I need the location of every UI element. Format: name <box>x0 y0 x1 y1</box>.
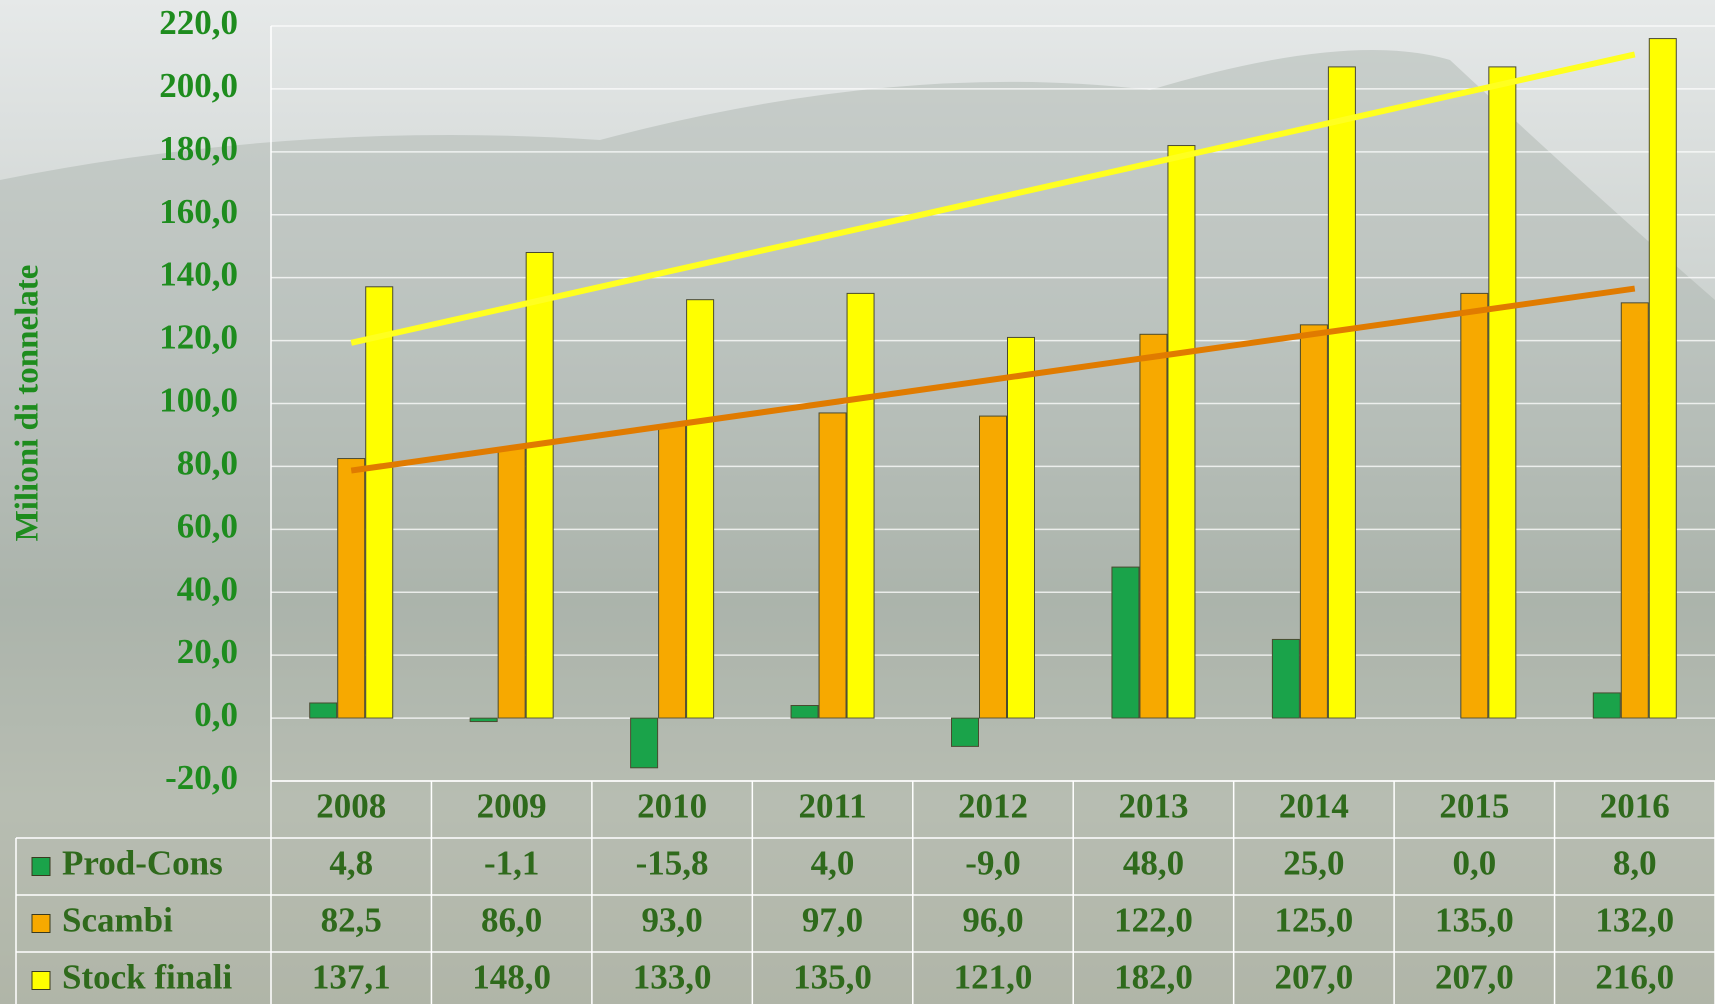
bar <box>1621 303 1648 718</box>
page: Milioni di tonnelate -20,0 0,0 20,0 40,0 60,… <box>0 0 1715 1004</box>
table-value: 182,0 <box>1114 958 1193 997</box>
bar <box>470 718 497 721</box>
table-value: 133,0 <box>633 958 712 997</box>
table-value: 135,0 <box>1435 901 1514 940</box>
bar <box>1461 293 1488 718</box>
y-tick-label: 80,0 <box>177 443 238 482</box>
legend-label: Stock finali <box>62 958 232 997</box>
y-tick-label: 220,0 <box>159 3 238 42</box>
y-tick-label: 160,0 <box>159 192 238 231</box>
bar <box>310 703 337 718</box>
table-value: 216,0 <box>1595 958 1674 997</box>
table-value: 8,0 <box>1613 844 1657 883</box>
y-tick-label: 180,0 <box>159 129 238 168</box>
table-value: 0,0 <box>1452 844 1496 883</box>
table-value: 132,0 <box>1595 901 1674 940</box>
legend-swatch <box>32 972 50 990</box>
table-value: -1,1 <box>484 844 539 883</box>
x-tick-label: 2015 <box>1439 787 1509 826</box>
table-value: 4,0 <box>811 844 855 883</box>
y-tick-label: 20,0 <box>177 632 238 671</box>
table-value: 4,8 <box>329 844 373 883</box>
legend-label: Prod-Cons <box>62 844 223 883</box>
bar <box>952 718 979 746</box>
bar <box>1489 67 1516 718</box>
bar <box>1300 325 1327 718</box>
bar <box>338 459 365 719</box>
x-tick-label: 2009 <box>477 787 547 826</box>
bar <box>1168 146 1195 719</box>
bar <box>498 448 525 719</box>
bar <box>687 300 714 718</box>
y-tick-label: 60,0 <box>177 506 238 545</box>
bar <box>631 718 658 768</box>
bar <box>1328 67 1355 718</box>
y-tick-label: 140,0 <box>159 255 238 294</box>
chart: Milioni di tonnelate -20,0 0,0 20,0 40,0 60,… <box>0 0 1715 1004</box>
legend-swatch <box>32 858 50 876</box>
y-tick-label: -20,0 <box>165 758 238 797</box>
table-value: 86,0 <box>481 901 542 940</box>
y-tick-label: 120,0 <box>159 318 238 357</box>
bar <box>1593 693 1620 718</box>
bar <box>791 706 818 719</box>
y-tick-label: 40,0 <box>177 569 238 608</box>
bar <box>980 416 1007 718</box>
x-tick-label: 2013 <box>1118 787 1188 826</box>
y-tick-label: 200,0 <box>159 66 238 105</box>
table-value: 137,1 <box>312 958 391 997</box>
x-tick-label: 2014 <box>1279 787 1349 826</box>
table-value: 122,0 <box>1114 901 1193 940</box>
x-tick-label: 2012 <box>958 787 1028 826</box>
table-value: 25,0 <box>1283 844 1344 883</box>
table-value: 125,0 <box>1275 901 1354 940</box>
table-value: 148,0 <box>472 958 551 997</box>
table-value: 97,0 <box>802 901 863 940</box>
bar <box>366 287 393 718</box>
table-value: 82,5 <box>321 901 382 940</box>
bar <box>1112 567 1139 718</box>
legend-label: Scambi <box>62 901 173 940</box>
x-tick-label: 2016 <box>1600 787 1670 826</box>
x-tick-label: 2008 <box>316 787 386 826</box>
y-tick-label: 100,0 <box>159 381 238 420</box>
table-value: 207,0 <box>1275 958 1354 997</box>
bar <box>847 293 874 718</box>
bar <box>1272 639 1299 718</box>
bar <box>819 413 846 718</box>
bar <box>526 253 553 719</box>
bar <box>1008 337 1035 718</box>
table-value: 48,0 <box>1123 844 1184 883</box>
x-tick-label: 2010 <box>637 787 707 826</box>
bar <box>1649 39 1676 719</box>
table-value: 96,0 <box>962 901 1023 940</box>
bar <box>1140 334 1167 718</box>
legend-swatch <box>32 915 50 933</box>
table-value: 93,0 <box>641 901 702 940</box>
y-axis-label: Milioni di tonnelate <box>10 265 46 542</box>
table-value: 121,0 <box>954 958 1033 997</box>
table-value: 207,0 <box>1435 958 1514 997</box>
y-tick-label: 0,0 <box>194 695 238 734</box>
bar <box>659 426 686 719</box>
table-value: -9,0 <box>965 844 1020 883</box>
x-tick-label: 2011 <box>799 787 867 826</box>
table-value: 135,0 <box>793 958 872 997</box>
table-value: -15,8 <box>636 844 709 883</box>
